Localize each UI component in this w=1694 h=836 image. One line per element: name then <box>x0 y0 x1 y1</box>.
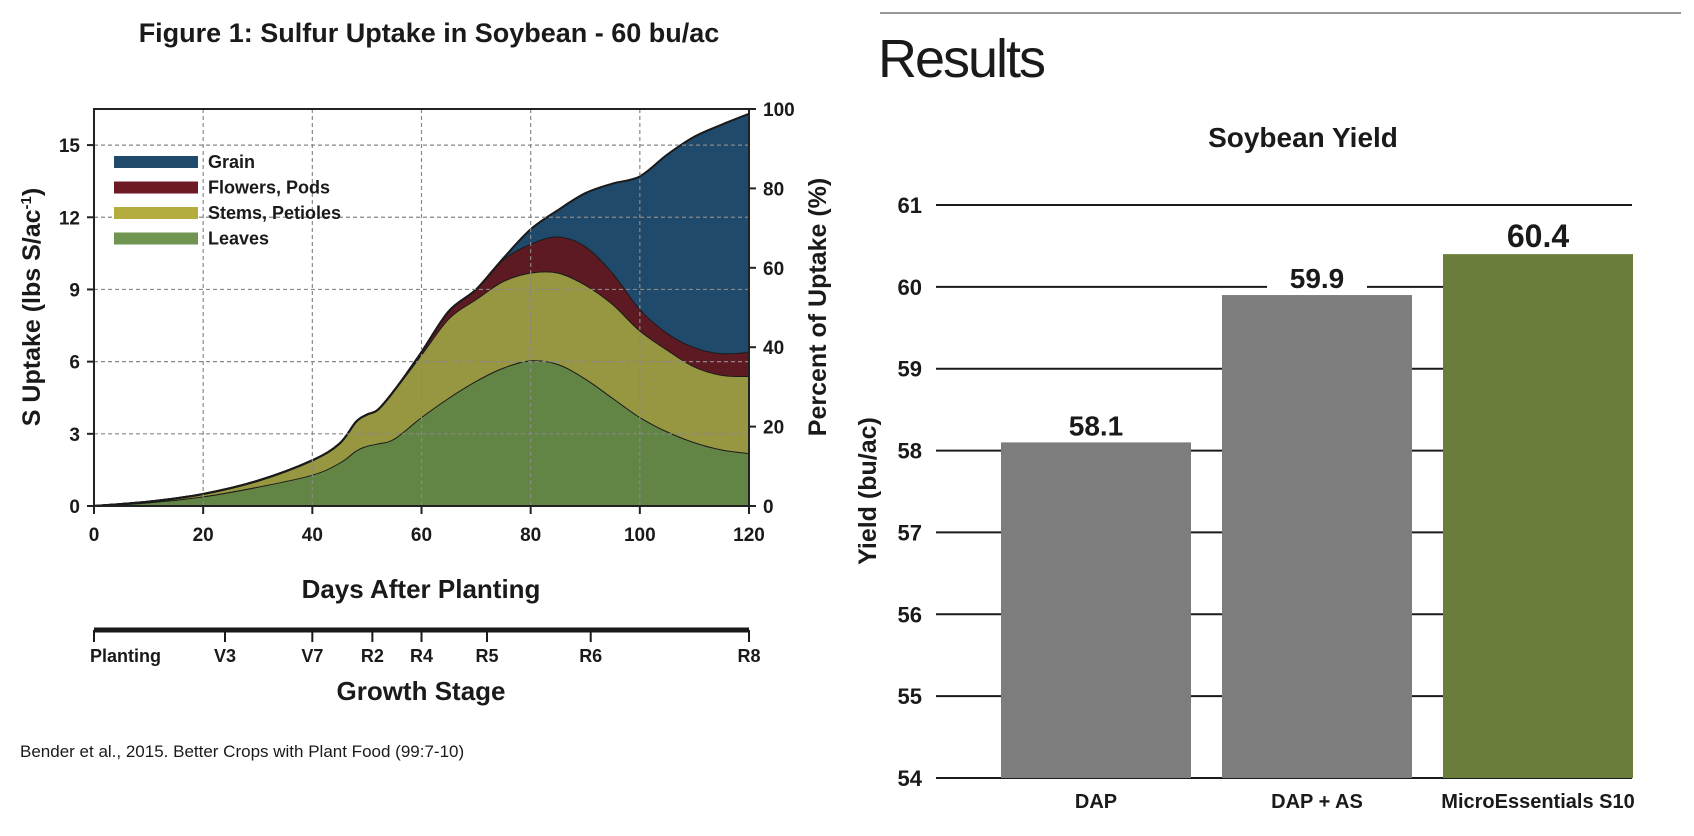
area-grain <box>94 113 749 506</box>
y2-axis-label: Percent of Uptake (%) <box>804 178 832 436</box>
growth-stage-label: Growth Stage <box>336 676 505 706</box>
x-tick-label: 20 <box>193 525 214 546</box>
y-axis-label-end: ) <box>18 188 46 196</box>
y-tick-label: 15 <box>59 136 81 157</box>
growth-stage-name: R4 <box>410 646 433 666</box>
growth-stage-name: Planting <box>90 646 161 666</box>
bar-category-label: MicroEssentials S10 <box>1441 791 1634 813</box>
bar-y-tick-label: 54 <box>898 766 923 791</box>
y2-tick-label: 80 <box>763 179 784 200</box>
bar-y-tick-label: 61 <box>898 193 922 218</box>
growth-stage-name: R8 <box>737 646 760 666</box>
legend-label: Flowers, Pods <box>208 178 330 198</box>
y-axis-label-main: S Uptake (lbs S/ac <box>18 209 46 426</box>
bar-y-tick-label: 58 <box>898 439 922 464</box>
bar-y-axis-label: Yield (bu/ac) <box>854 417 882 565</box>
bar-category-label: DAP + AS <box>1271 791 1363 813</box>
area-outline <box>93 112 750 507</box>
growth-stage-name: V7 <box>301 646 323 666</box>
bars: 58.1 DAP 59.9 DAP + AS 60.4 MicroEssentials S… <box>1001 218 1635 813</box>
y-axis-label: S Uptake (lbs S/ac-1) <box>18 188 46 426</box>
legend-swatch <box>114 181 198 194</box>
legend-label: Grain <box>208 152 255 172</box>
source-citation: Bender et al., 2015. Better Crops with P… <box>20 742 464 761</box>
growth-stage-name: R2 <box>361 646 384 666</box>
x-tick-label: 0 <box>89 525 100 546</box>
growth-stage-name: R5 <box>475 646 498 666</box>
gridlines <box>94 109 749 506</box>
y2-tick-label: 60 <box>763 259 784 280</box>
bar-y-tick-label: 55 <box>898 684 922 709</box>
value-label-background <box>1488 218 1588 253</box>
value-label-background <box>1046 410 1146 441</box>
axis-ticks: 0 3 6 9 12 15 0 20 40 60 80 100 0 20 40 60 80 100 120 <box>59 100 795 546</box>
x-axis-label: Days After Planting <box>302 574 541 604</box>
growth-stage-name: V3 <box>214 646 236 666</box>
area-stems-petioles <box>94 271 749 506</box>
soybean-yield-section: Results Soybean Yield 54 55 56 57 58 59 60 61 5… <box>854 12 1681 813</box>
x-tick-label: 60 <box>411 525 432 546</box>
legend-swatch <box>114 156 198 168</box>
x-tick-label: 100 <box>624 525 656 546</box>
bar-microessentials-s10 <box>1443 254 1633 779</box>
legend-swatch <box>114 232 198 245</box>
x-tick-label: 40 <box>302 525 323 546</box>
y-tick-label: 3 <box>69 425 80 446</box>
bar-value-label: 59.9 <box>1290 263 1345 294</box>
legend-label: Leaves <box>208 229 269 249</box>
bar-dap-as <box>1222 295 1412 778</box>
bar-dap <box>1001 442 1191 778</box>
x-tick-label: 80 <box>520 525 541 546</box>
chart-title: Figure 1: Sulfur Uptake in Soybean - 60 … <box>139 18 720 48</box>
y-tick-label: 6 <box>69 353 80 374</box>
bar-value-label: 60.4 <box>1507 218 1569 254</box>
value-label-background <box>1267 263 1367 294</box>
bar-y-tick-label: 59 <box>898 357 922 382</box>
y-tick-label: 12 <box>59 208 80 229</box>
bar-y-tick-label: 60 <box>898 275 922 300</box>
x-tick-label: 120 <box>733 525 765 546</box>
y2-tick-label: 20 <box>763 418 784 439</box>
sulfur-uptake-chart: Figure 1: Sulfur Uptake in Soybean - 60 … <box>18 18 832 761</box>
bar-category-label: DAP <box>1075 791 1117 813</box>
growth-stage-axis: Planting V3 V7 R2 R4 R5 R6 R8 <box>90 627 761 666</box>
y2-tick-label: 40 <box>763 338 784 359</box>
bar-y-tick-label: 57 <box>898 520 922 545</box>
legend-swatch <box>114 207 198 219</box>
growth-stage-name: R6 <box>579 646 602 666</box>
legend: Grain Flowers, Pods Stems, Petioles Leaves <box>114 152 341 249</box>
y2-tick-label: 100 <box>763 100 795 121</box>
y-tick-label: 0 <box>69 497 80 518</box>
bar-chart-title: Soybean Yield <box>1208 122 1398 153</box>
bar-y-tick-label: 56 <box>898 602 922 627</box>
y2-tick-label: 0 <box>763 497 774 518</box>
y-axis-label-superscript: -1 <box>18 196 35 209</box>
bar-value-label: 58.1 <box>1069 410 1124 441</box>
legend-label: Stems, Petioles <box>208 203 341 223</box>
section-heading: Results <box>878 29 1045 89</box>
y-tick-label: 9 <box>69 280 80 301</box>
